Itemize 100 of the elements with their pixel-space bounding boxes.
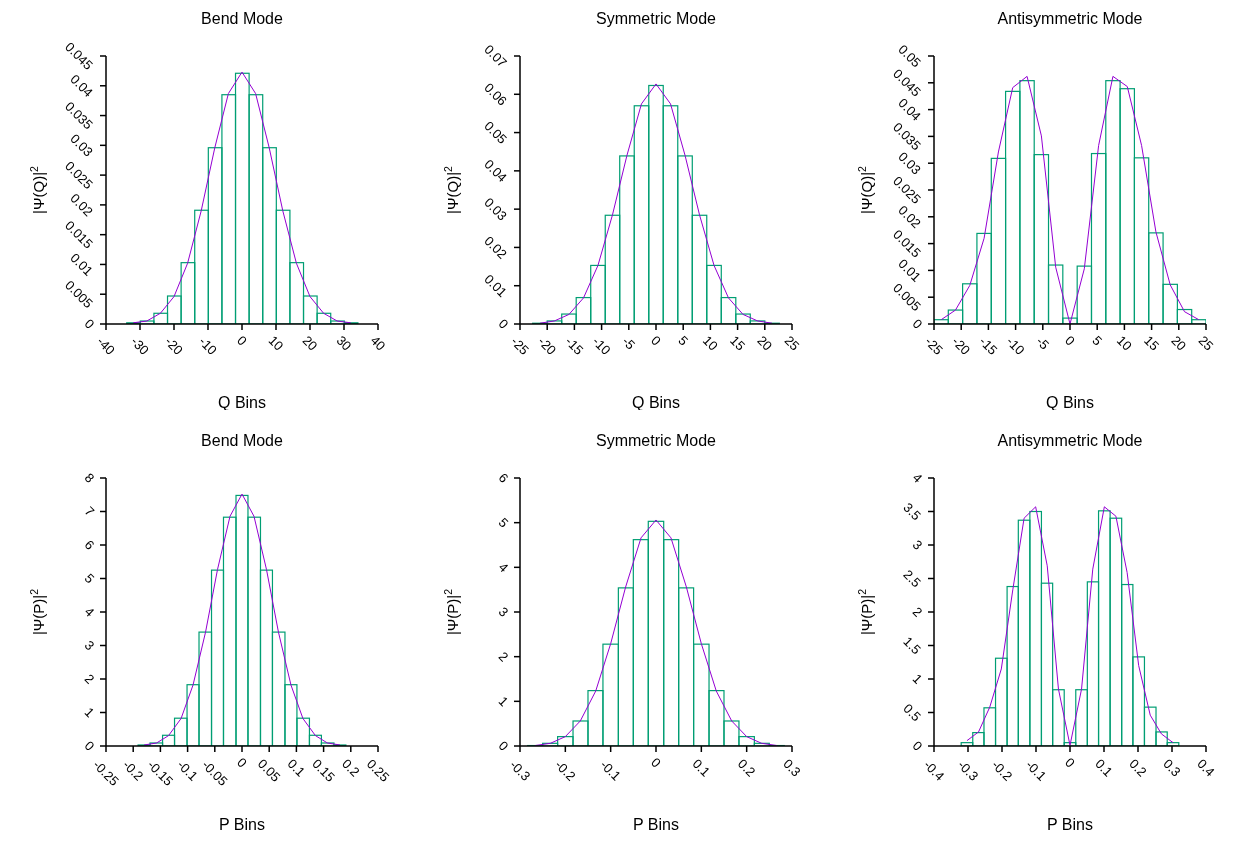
x-tick-label: 25	[781, 332, 803, 354]
x-tick-label: 0.15	[309, 756, 338, 785]
x-axis-title: P Bins	[633, 816, 679, 833]
y-tick-label: 0	[495, 738, 512, 754]
x-tick-label: -25	[922, 333, 946, 358]
y-tick-label: 0	[909, 316, 926, 332]
y-tick-label: 6	[495, 470, 512, 486]
y-tick-label: 0.04	[67, 71, 96, 101]
chart-title: Antisymmetric Mode	[996, 9, 1144, 29]
y-tick-label: 7	[81, 503, 98, 520]
x-tick-label: -20	[535, 333, 560, 358]
x-tick-label: -20	[949, 333, 974, 358]
x-tick-label: 0.1	[689, 756, 714, 780]
x-tick-label: 20	[299, 332, 321, 354]
y-tick-label: 1.5	[900, 633, 924, 658]
y-tick-label: 0	[81, 738, 98, 754]
x-tick-label: 0.1	[284, 756, 309, 780]
y-tick-label: 2	[495, 648, 512, 665]
x-tick-label: -10	[196, 333, 220, 358]
x-tick-label: 0.2	[339, 756, 363, 780]
y-tick-label: 0	[81, 316, 98, 332]
y-tick-label: 2	[909, 604, 926, 620]
x-tick-label: 0.3	[1160, 756, 1184, 780]
x-tick-label: 0.4	[1194, 756, 1218, 780]
x-tick-label: -5	[1033, 333, 1053, 353]
x-tick-label: 0	[648, 754, 664, 771]
y-tick-label: 0.03	[481, 194, 510, 224]
y-tick-label: 0.02	[481, 233, 510, 262]
x-tick-label: 15	[727, 332, 749, 354]
y-tick-label: 3	[495, 604, 512, 620]
x-tick-label: -0.4	[920, 757, 948, 784]
y-tick-label: 1	[909, 671, 926, 687]
x-tick-label: 10	[1113, 332, 1135, 354]
y-tick-label: 3	[909, 537, 926, 553]
x-tick-label: 0.2	[734, 756, 759, 780]
x-axis-title: P Bins	[1047, 816, 1093, 833]
y-tick-label: 1	[495, 693, 512, 710]
x-tick-label: -5	[619, 333, 639, 353]
x-tick-label: 0	[1062, 332, 1078, 349]
y-tick-label: 0.01	[67, 250, 96, 279]
y-tick-label: 8	[81, 470, 98, 486]
y-tick-label: 0.06	[481, 80, 510, 109]
y-tick-label: 0	[909, 738, 926, 754]
x-tick-label: 25	[1195, 332, 1217, 354]
x-tick-label: -10	[589, 333, 614, 358]
chart-title: Bend Mode	[200, 431, 284, 451]
x-tick-label: 0	[648, 332, 664, 349]
x-tick-label: -0.1	[597, 757, 624, 784]
x-tick-label: 0.25	[363, 756, 393, 785]
y-tick-label: 0	[495, 316, 512, 332]
y-tick-label: 2	[81, 671, 98, 687]
y-tick-label: 4	[909, 470, 926, 486]
x-tick-label: 5	[675, 332, 692, 349]
x-tick-label: -0.1	[1022, 757, 1050, 784]
x-tick-label: -0.25	[90, 757, 122, 789]
x-tick-label: -20	[162, 333, 186, 358]
y-tick-label: 3	[81, 637, 98, 654]
x-tick-label: 10	[265, 332, 287, 354]
y-tick-label: 0.04	[895, 95, 924, 124]
y-tick-label: 0.04	[481, 156, 510, 186]
x-tick-label: -10	[1003, 333, 1028, 358]
y-tick-label: 2.5	[900, 566, 924, 591]
y-tick-label: 3.5	[900, 499, 924, 524]
x-tick-label: -0.2	[552, 757, 579, 784]
x-tick-label: 0.1	[1092, 756, 1116, 780]
x-tick-label: -0.3	[506, 757, 534, 784]
chart-title: Antisymmetric Mode	[996, 431, 1144, 451]
y-tick-label: 0.05	[481, 118, 510, 147]
x-tick-label: -0.3	[954, 757, 982, 784]
x-tick-label: -0.1	[174, 757, 201, 784]
x-tick-label: 0	[1062, 754, 1078, 771]
x-tick-label: 30	[333, 332, 355, 354]
x-tick-label: 0.3	[780, 756, 804, 780]
y-tick-label: 0.07	[481, 41, 510, 71]
x-tick-label: 0	[234, 332, 250, 349]
x-axis-title: P Bins	[219, 816, 265, 833]
chart-title: Symmetric Mode	[595, 9, 717, 29]
y-tick-label: 0.5	[900, 700, 924, 725]
x-tick-label: -15	[562, 333, 587, 358]
chart-title: Bend Mode	[200, 9, 284, 29]
x-tick-label: 5	[1089, 332, 1106, 349]
y-tick-label: 1	[81, 704, 98, 721]
x-tick-label: 10	[699, 332, 721, 354]
chart-title: Symmetric Mode	[595, 431, 717, 451]
x-tick-label: -40	[94, 333, 118, 358]
x-tick-label: 40	[367, 332, 389, 354]
x-tick-label: -30	[128, 333, 152, 358]
x-tick-label: 20	[1168, 332, 1190, 354]
x-tick-label: 0	[234, 754, 250, 771]
x-tick-label: -15	[976, 333, 1001, 358]
line-series	[539, 83, 773, 324]
x-tick-label: 15	[1141, 332, 1163, 354]
x-tick-label: -25	[508, 333, 532, 358]
y-tick-label: 5	[81, 570, 98, 587]
x-tick-label: 20	[754, 332, 776, 354]
x-tick-label: -0.2	[119, 757, 147, 784]
y-tick-label: 0.03	[67, 131, 96, 160]
x-tick-label: 0.2	[1126, 756, 1150, 780]
y-tick-label: 4	[81, 604, 98, 620]
x-tick-label: -0.2	[988, 757, 1016, 784]
